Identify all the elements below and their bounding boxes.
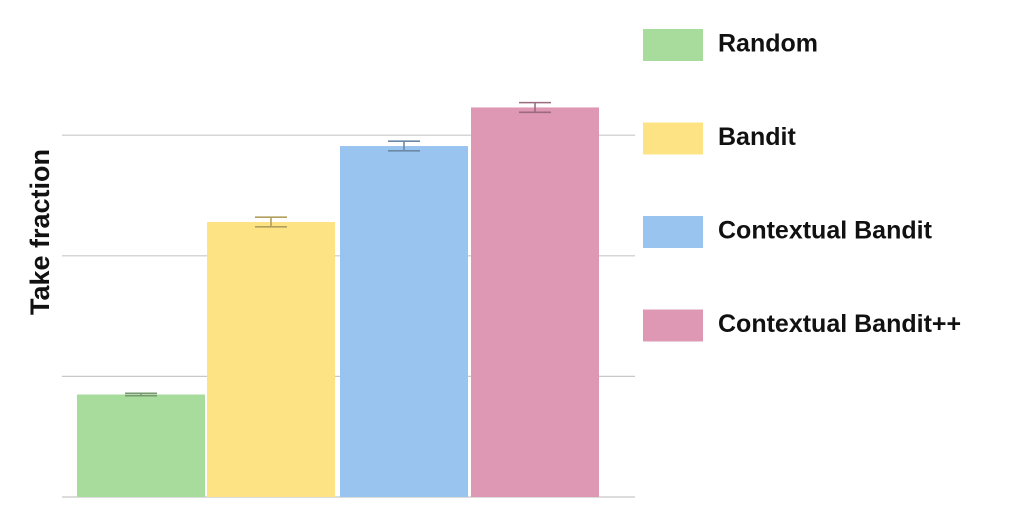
legend-swatch	[643, 122, 703, 155]
legend-label: Bandit	[718, 123, 796, 151]
bar	[77, 394, 205, 497]
legend-swatch	[643, 309, 703, 342]
bar	[340, 146, 468, 497]
error-bar	[519, 101, 551, 114]
error-bar	[388, 140, 420, 152]
legend-label: Contextual Bandit++	[718, 310, 961, 338]
legend-swatch	[643, 29, 703, 61]
y-axis-label: Take fraction	[25, 149, 55, 315]
error-bar	[125, 392, 157, 397]
legend-swatch	[643, 216, 703, 248]
bar	[471, 107, 599, 498]
error-bar	[255, 216, 287, 228]
legend-label: Random	[718, 30, 818, 58]
bar	[207, 222, 335, 497]
legend-label: Contextual Bandit	[718, 217, 933, 245]
